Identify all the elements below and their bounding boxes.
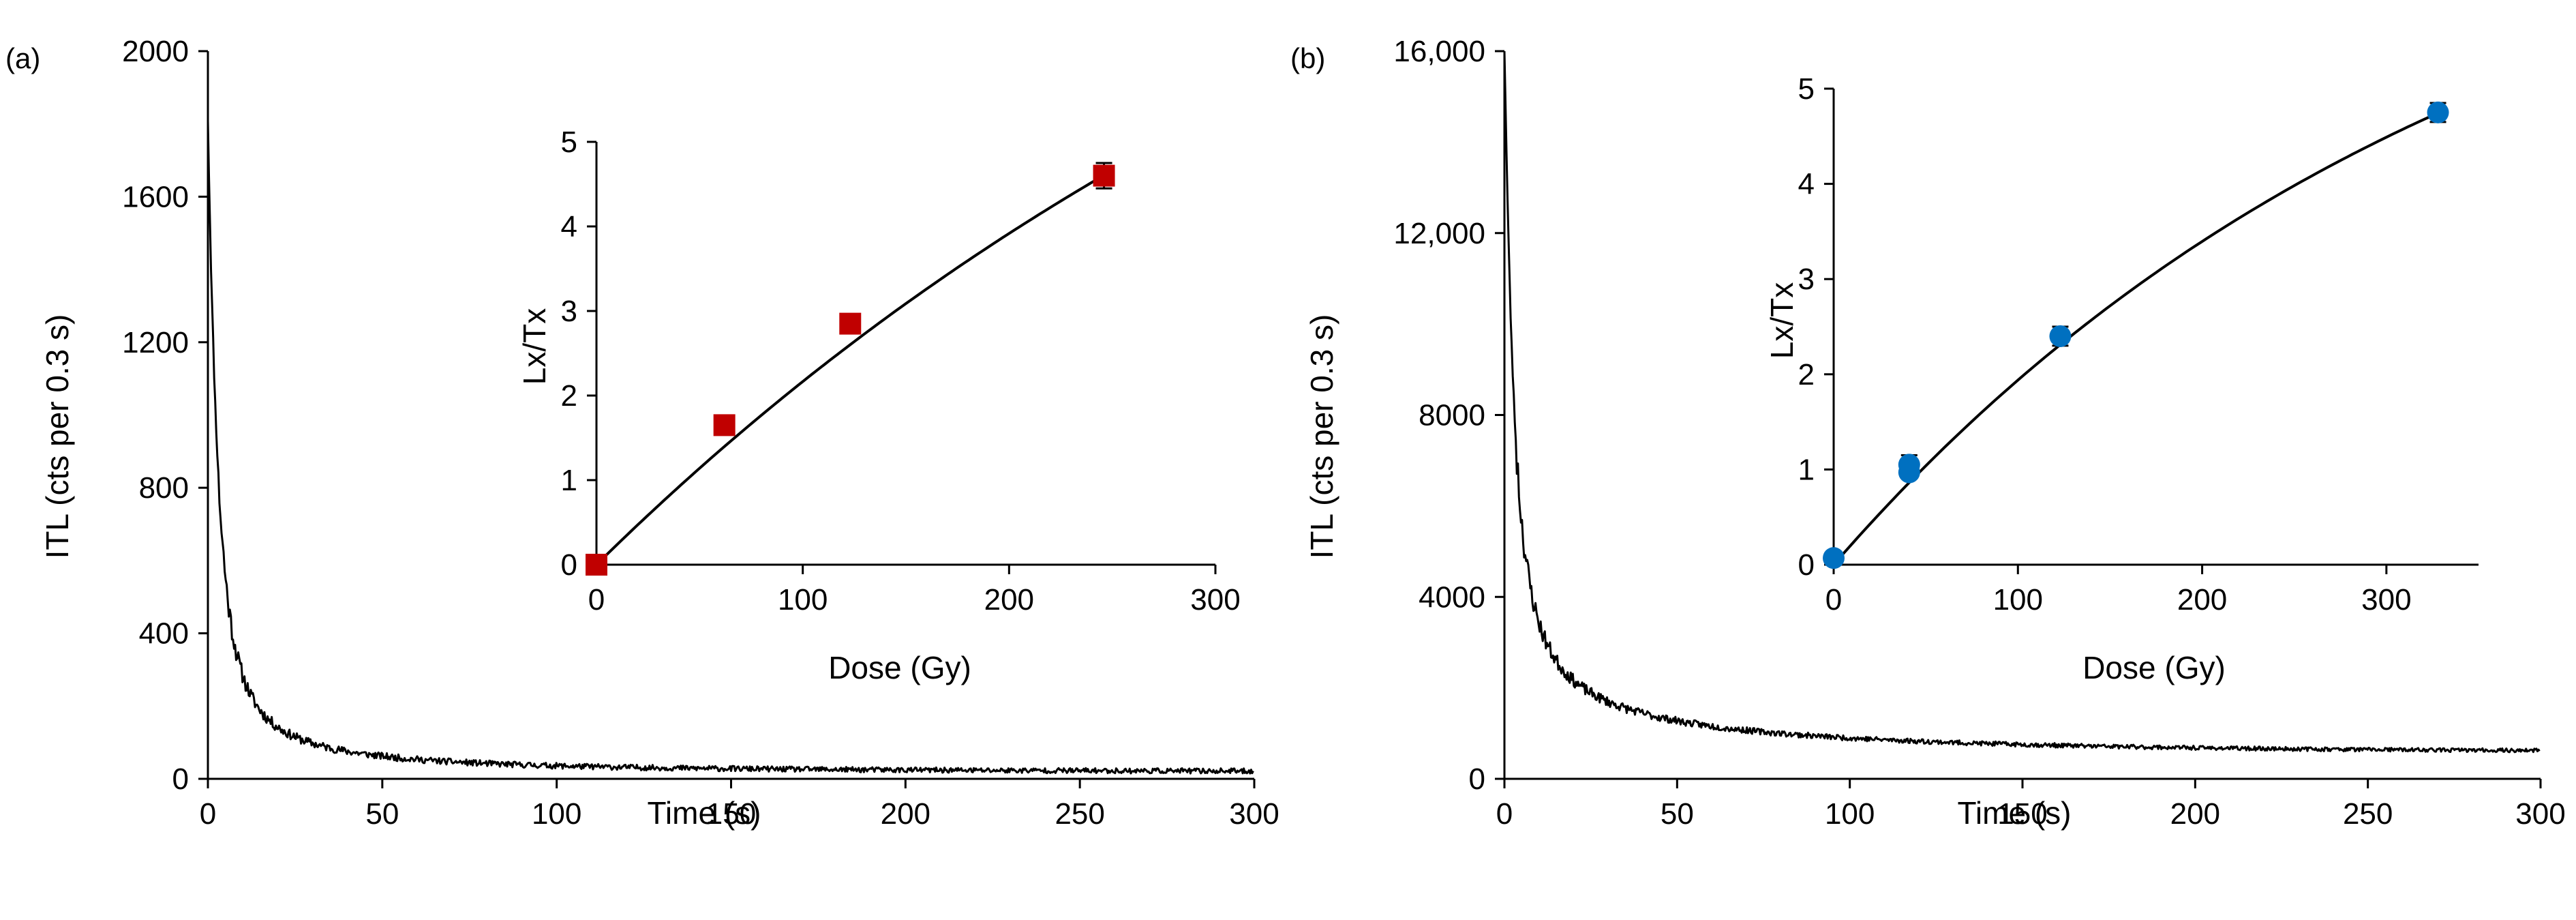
y-tick-label: 1600 — [122, 180, 189, 213]
y-tick-label: 3 — [1798, 263, 1815, 296]
data-point-circle — [1823, 547, 1845, 569]
y-tick-label: 400 — [139, 617, 189, 651]
x-tick-label: 200 — [881, 797, 930, 831]
y-tick-label: 16,000 — [1393, 35, 1485, 68]
y-tick-label: 1200 — [122, 326, 189, 359]
x-tick-label: 150 — [706, 797, 756, 831]
x-tick-label: 300 — [2361, 583, 2411, 617]
x-tick-label: 100 — [778, 583, 828, 617]
x-tick-label: 50 — [1661, 797, 1694, 831]
x-tick-label: 200 — [984, 583, 1034, 617]
data-point-circle — [2427, 101, 2449, 123]
panel-label-a: (a) — [5, 42, 40, 74]
y-tick-label: 5 — [1798, 72, 1815, 106]
x-axis-title: Time (s) — [1958, 795, 2072, 831]
y-tick-label: 2 — [1798, 358, 1815, 391]
series-line-itl-decay — [1503, 50, 2541, 754]
y-tick-label: 5 — [561, 125, 577, 159]
x-tick-label: 150 — [1997, 797, 2047, 831]
data-point-square — [1093, 164, 1115, 187]
x-tick-label: 100 — [532, 797, 581, 831]
x-tick-label: 200 — [2170, 797, 2220, 831]
data-point-circle — [2049, 325, 2072, 347]
x-axis-title: Time (s) — [648, 795, 761, 831]
y-tick-label: 0 — [561, 548, 577, 582]
x-tick-label: 300 — [2515, 797, 2565, 831]
x-tick-label: 250 — [2343, 797, 2393, 831]
x-tick-label: 100 — [1825, 797, 1875, 831]
x-tick-label: 0 — [1496, 797, 1513, 831]
data-point-square — [839, 312, 862, 335]
y-tick-label: 3 — [561, 295, 577, 328]
y-tick-label: 4 — [561, 210, 577, 243]
y-tick-label: 4000 — [1419, 580, 1485, 614]
y-tick-label: 0 — [1798, 548, 1815, 582]
fit-curve — [1832, 111, 2439, 566]
y-tick-label: 0 — [172, 762, 189, 796]
x-tick-label: 300 — [1229, 797, 1279, 831]
data-point-circle — [1898, 461, 1920, 484]
y-axis-title: Lx/Tx — [1764, 282, 1800, 359]
fit-curve — [595, 174, 1105, 566]
y-tick-label: 1 — [561, 464, 577, 497]
y-tick-label: 1 — [1798, 453, 1815, 486]
x-tick-label: 200 — [2177, 583, 2227, 617]
x-axis-title: Dose (Gy) — [828, 650, 971, 685]
y-tick-label: 0 — [1469, 762, 1485, 796]
x-tick-label: 0 — [200, 797, 216, 831]
y-tick-label: 8000 — [1419, 399, 1485, 432]
chart-b-inset: 0 1 2 3 4 5 0 100 200 300 Dose (Gy) Lx/Tx — [1764, 72, 2479, 685]
y-tick-label: 12,000 — [1393, 217, 1485, 250]
data-point-square — [586, 554, 607, 576]
data-point-square — [713, 414, 736, 436]
series-line-itl-decay — [207, 121, 1254, 775]
y-tick-label: 800 — [139, 471, 189, 505]
y-tick-label: 2 — [561, 379, 577, 413]
y-axis-title: ITL (cts per 0.3 s) — [40, 314, 75, 559]
x-tick-label: 0 — [1825, 583, 1842, 617]
x-tick-label: 300 — [1190, 583, 1240, 617]
y-tick-label: 2000 — [122, 35, 189, 68]
x-tick-label: 250 — [1055, 797, 1104, 831]
panel-label-b: (b) — [1290, 42, 1325, 74]
x-tick-label: 0 — [588, 583, 605, 617]
x-tick-label: 100 — [1993, 583, 2043, 617]
y-axis-title: Lx/Tx — [517, 308, 552, 385]
y-axis-title: ITL (cts per 0.3 s) — [1304, 314, 1339, 559]
chart-a-inset: 0 1 2 3 4 5 0 100 200 300 Dose (Gy) Lx/Tx — [517, 125, 1241, 685]
x-axis-title: Dose (Gy) — [2082, 650, 2226, 685]
x-tick-label: 50 — [365, 797, 399, 831]
y-tick-label: 4 — [1798, 168, 1815, 201]
